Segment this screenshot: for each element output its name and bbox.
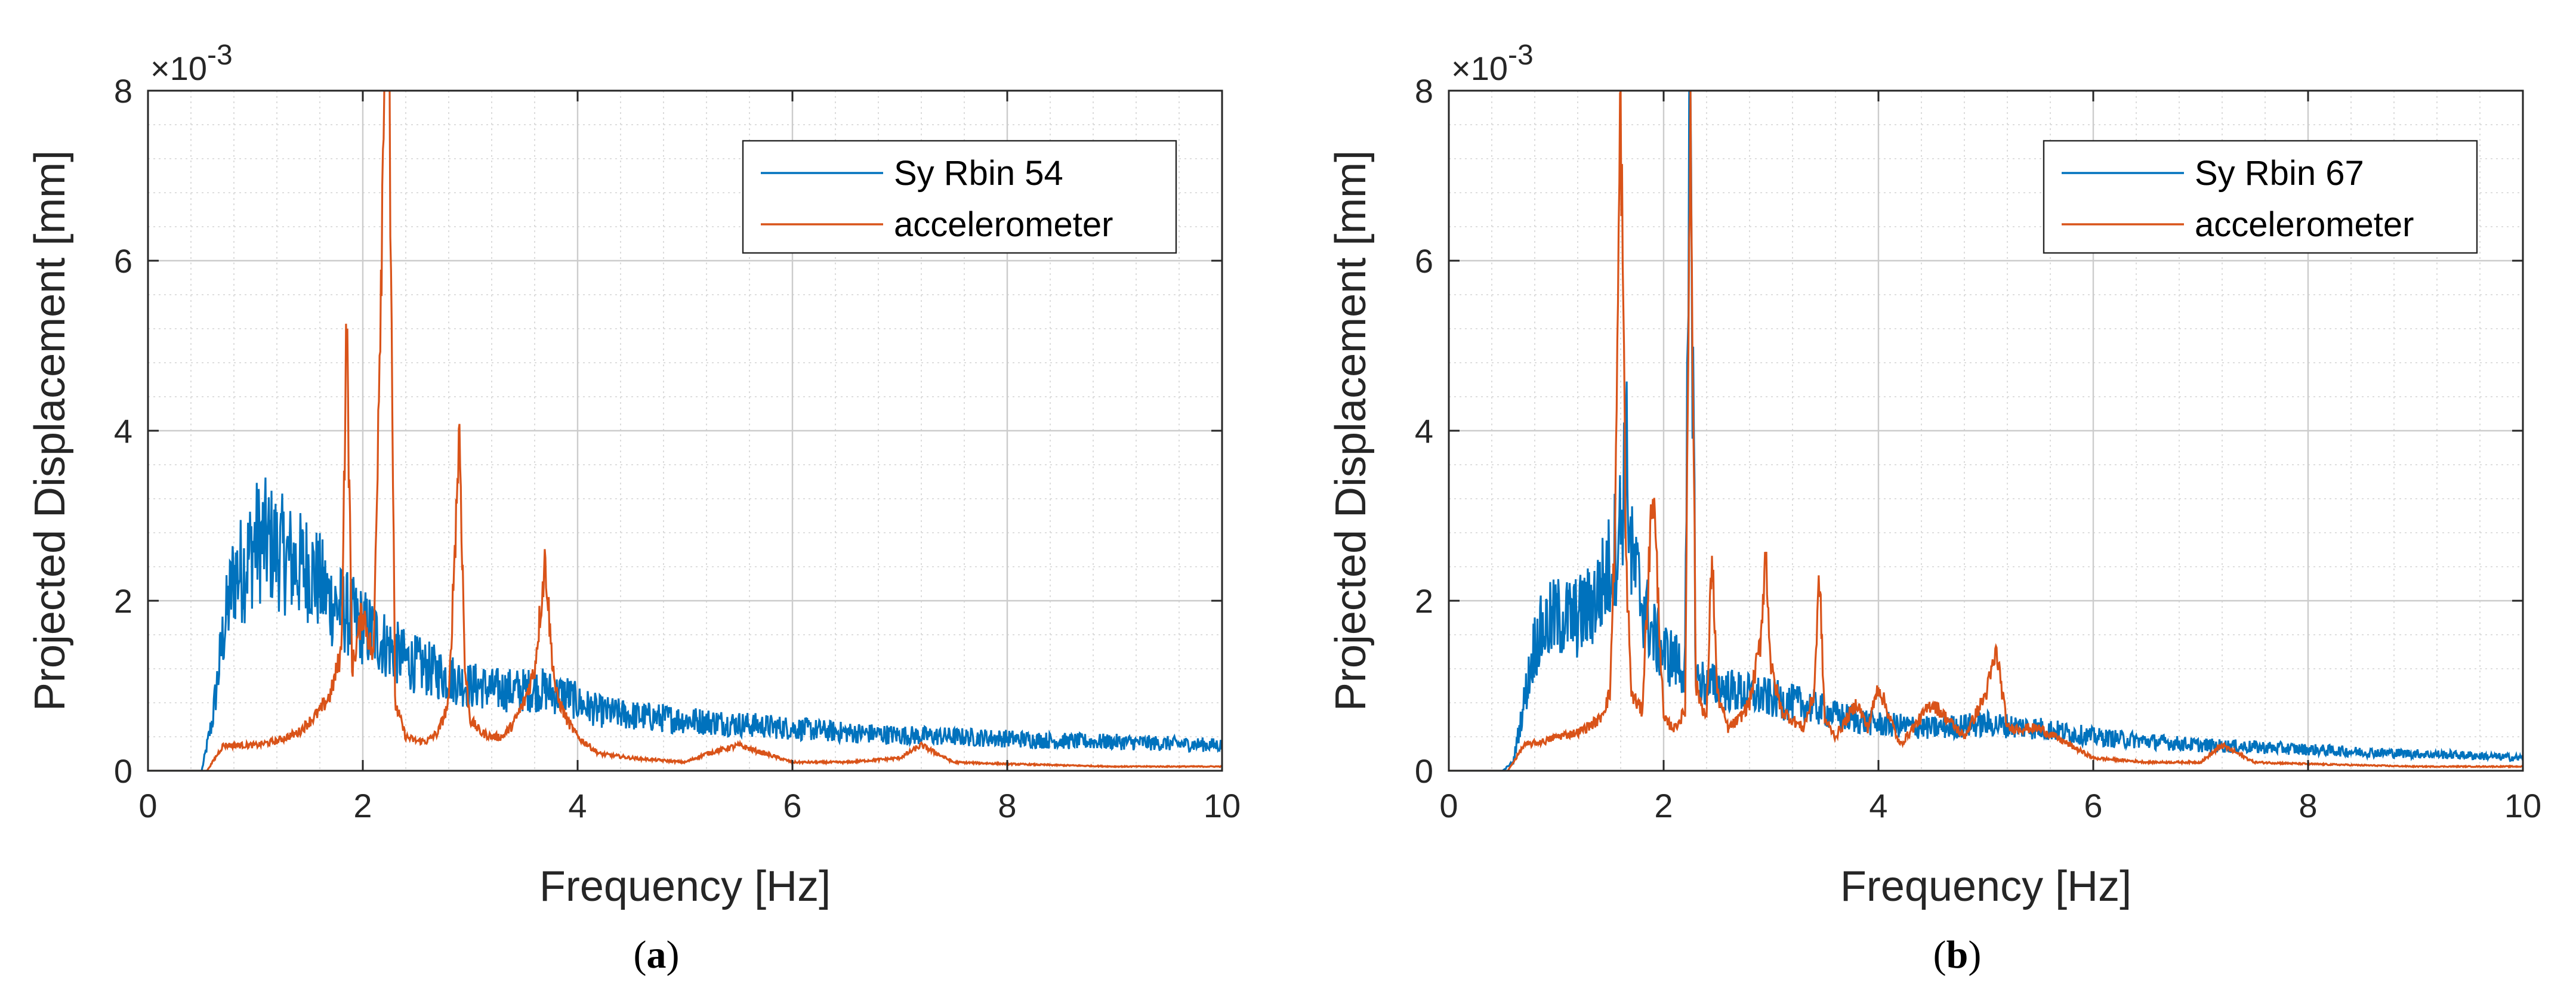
y-tick-label: 0 [114,752,132,790]
legend: Sy Rbin 67 accelerometer [2043,140,2478,254]
y-tick-label: 2 [1415,582,1433,620]
x-tick-label: 10 [2504,787,2541,824]
y-exponent-power: -3 [1508,39,1534,71]
chart-panel-a: 0 2 4 6 8 10 0 2 4 6 8 ×10-3 Frequency [Hz] Projected… [26,39,1241,977]
panel-caption-letter: b [1946,933,1969,977]
legend-entry-label: accelerometer [2195,205,2414,244]
x-axis-label: Frequency [Hz] [539,863,831,910]
y-tick-label: 4 [1415,412,1433,450]
y-axis-label: Projected Displacement [mm] [1327,150,1375,711]
panel-caption-letter: a [647,933,667,977]
x-tick-label: 4 [1869,787,1887,824]
x-tick-label: 6 [783,787,801,824]
legend-entry-label: Sy Rbin 54 [894,154,1063,193]
x-tick-label: 8 [998,787,1016,824]
x-axis-label: Frequency [Hz] [1840,863,2131,910]
x-tick-label: 2 [1654,787,1673,824]
y-tick-label: 6 [114,242,132,280]
y-axis-label: Projected Displacement [mm] [26,150,74,711]
series-line-accelerometer [1449,91,2523,771]
y-exponent-power: -3 [207,39,233,71]
y-tick-label: 8 [114,72,132,110]
x-tick-label: 2 [353,787,372,824]
x-tick-label: 8 [2299,787,2317,824]
legend-entry-label: Sy Rbin 67 [2195,154,2364,193]
y-tick-label: 0 [1415,752,1433,790]
series-line-accelerometer [148,91,1222,771]
series-line-sy-rbin [1449,91,2523,771]
legend: Sy Rbin 54 accelerometer [742,140,1177,254]
panel-caption-paren: ) [1968,933,1981,977]
y-tick-label: 4 [114,412,132,450]
series-line-sy-rbin [148,477,1222,771]
y-tick-label: 8 [1415,72,1433,110]
x-tick-label: 6 [2084,787,2102,824]
panel-caption-paren: ) [667,933,680,977]
y-tick-label: 6 [1415,242,1433,280]
y-exponent-label: ×10-3 [1451,39,1534,87]
panel-caption-paren: ( [634,933,647,977]
x-tick-label: 10 [1204,787,1241,824]
y-exponent-label: ×10-3 [150,39,233,87]
legend-box [742,140,1177,254]
panel-caption-paren: ( [1933,933,1946,977]
chart-panel-b: 0 2 4 6 8 10 0 2 4 6 8 ×10-3 Frequency [Hz] Projected… [1327,39,2541,977]
legend-entry-label: accelerometer [894,205,1113,244]
x-tick-label: 4 [568,787,587,824]
legend-box [2043,140,2478,254]
panel-caption: (b) [1933,933,1982,977]
x-tick-label: 0 [1439,787,1458,824]
y-tick-label: 2 [114,582,132,620]
x-tick-label: 0 [138,787,157,824]
panel-caption: (a) [634,933,680,977]
